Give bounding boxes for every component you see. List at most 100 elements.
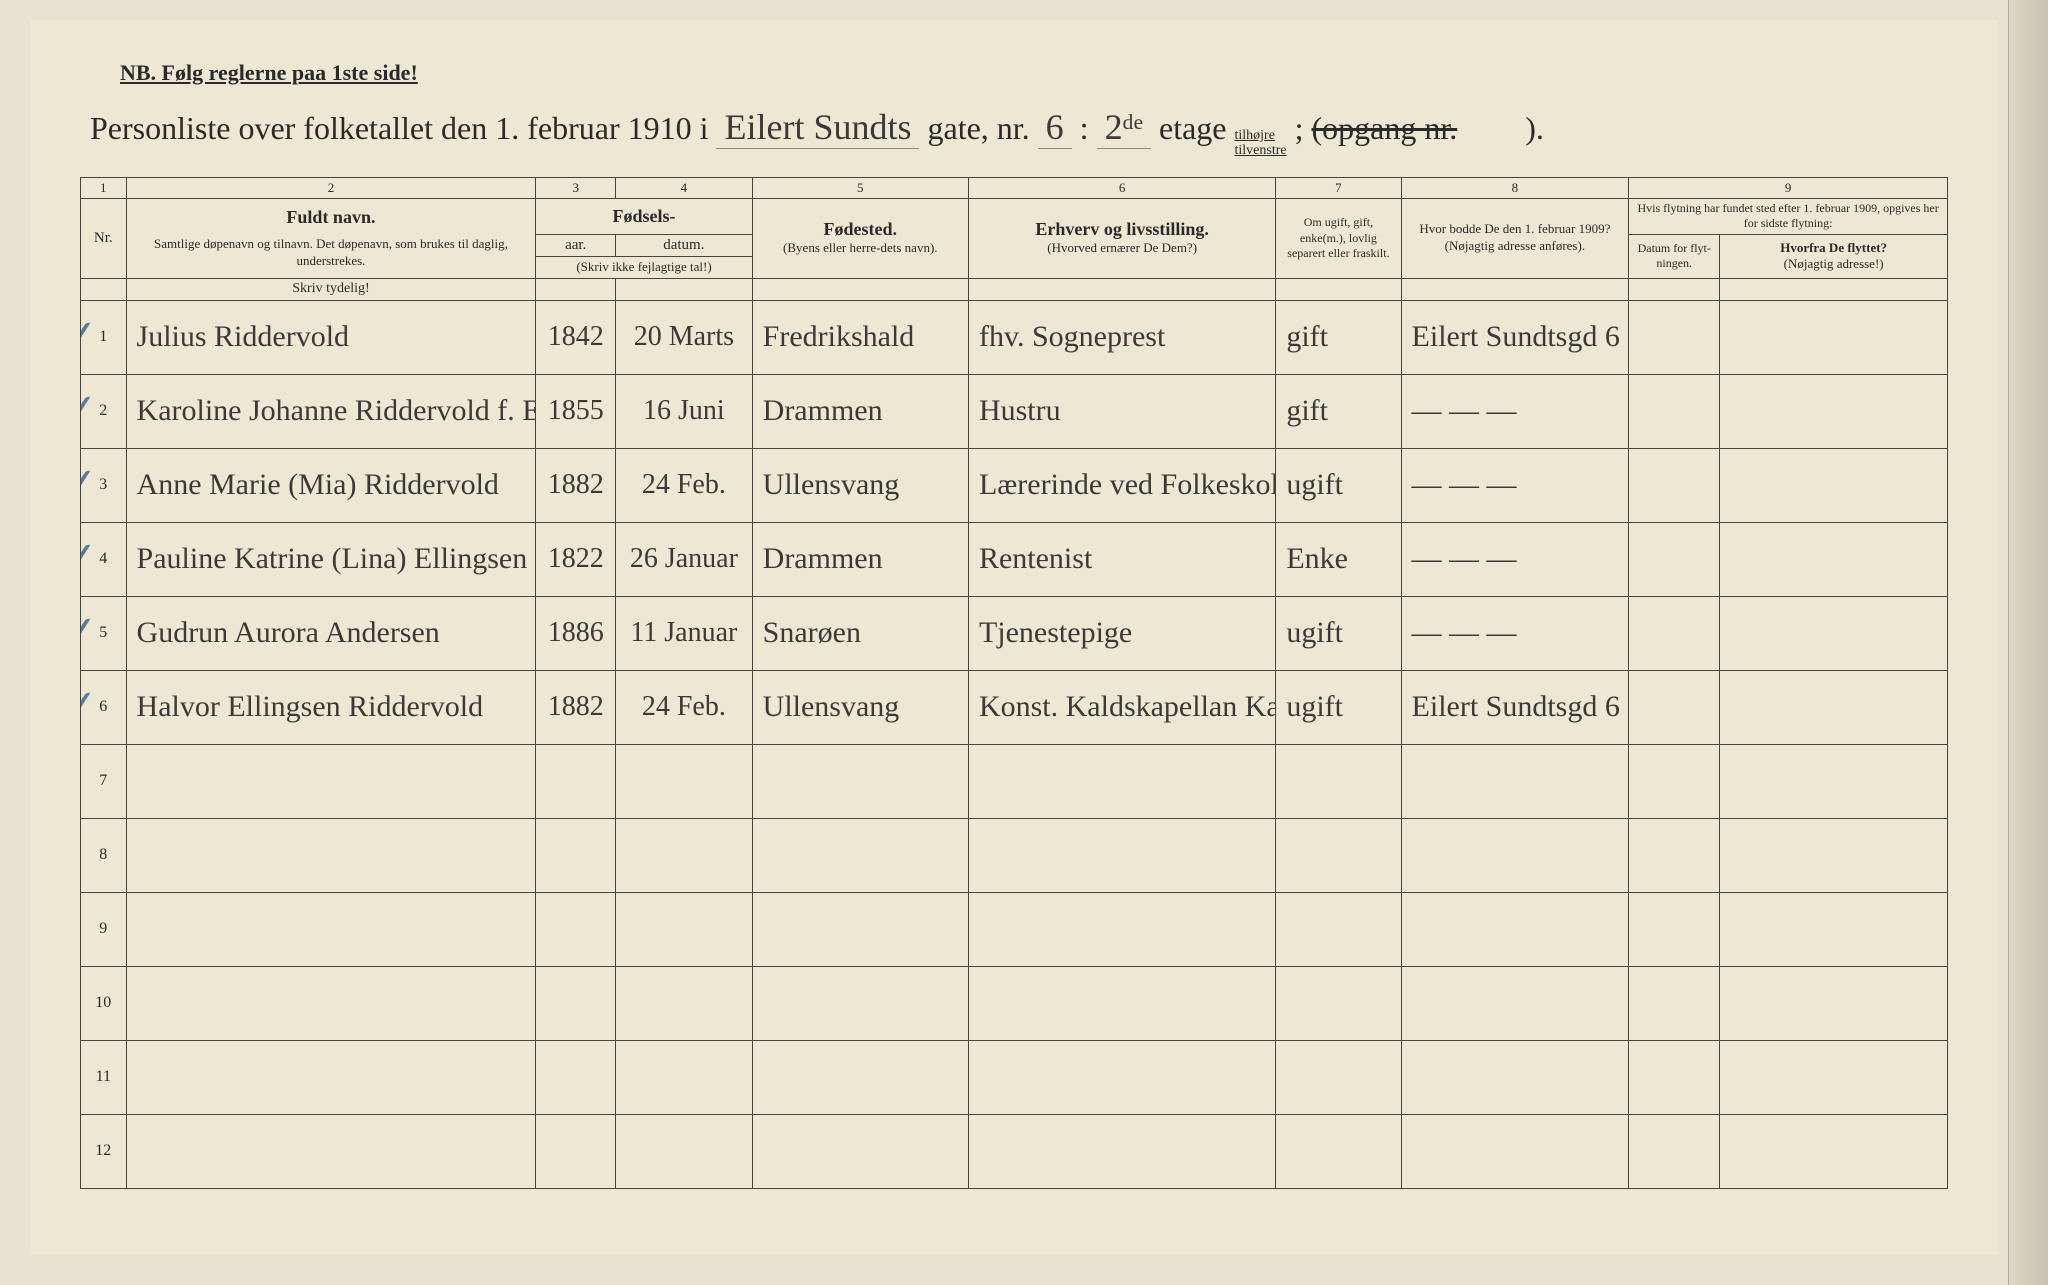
cell-place: [752, 1040, 968, 1114]
note-empty: [536, 278, 616, 300]
table-row: 11: [81, 1040, 1948, 1114]
cell-occupation: [968, 892, 1275, 966]
cell-date: [616, 966, 753, 1040]
header-birth-note: (Skriv ikke fejlagtige tal!): [536, 256, 752, 278]
cell-address: [1401, 744, 1629, 818]
cell-name: Halvor Ellingsen Riddervold: [126, 670, 536, 744]
census-form-page: NB. Følg reglerne paa 1ste side! Personl…: [30, 20, 1998, 1255]
row-number: 11: [81, 1040, 127, 1114]
row-number: 3✓: [81, 448, 127, 522]
header-name-sub: Samtlige døpenavn og tilnavn. Det døpena…: [131, 236, 532, 270]
table-row: 6✓Halvor Ellingsen Riddervold188224 Feb.…: [81, 670, 1948, 744]
table-body: Skriv tydelig!1✓Julius Riddervold184220 …: [81, 278, 1948, 1188]
cell-year: [536, 1040, 616, 1114]
cell-place: Ullensvang: [752, 448, 968, 522]
cell-move-from: [1720, 522, 1948, 596]
note-empty: [616, 278, 753, 300]
side-top: tilhøjre: [1235, 128, 1287, 143]
cell-name: Gudrun Aurora Andersen: [126, 596, 536, 670]
cell-address: Eilert Sundtsgd 6 ᴵ: [1401, 670, 1629, 744]
cell-name: [126, 1040, 536, 1114]
cell-marital: ugift: [1276, 670, 1401, 744]
header-name-main: Fuldt navn.: [131, 207, 532, 228]
cell-date: 26 Januar: [616, 522, 753, 596]
cell-move-date: [1629, 1040, 1720, 1114]
cell-move-from: [1720, 892, 1948, 966]
title-line: Personliste over folketallet den 1. febr…: [90, 106, 1948, 159]
header-move: Hvis flytning har fundet sted efter 1. f…: [1629, 198, 1948, 234]
colnum-2: 2: [126, 177, 536, 198]
cell-year: 1855: [536, 374, 616, 448]
colnum-5: 5: [752, 177, 968, 198]
cell-place: [752, 818, 968, 892]
cell-date: 16 Juni: [616, 374, 753, 448]
header-nr: Nr.: [81, 198, 127, 278]
row-number: 9: [81, 892, 127, 966]
cell-marital: ugift: [1276, 596, 1401, 670]
note-empty: [81, 278, 127, 300]
row-number: 8: [81, 818, 127, 892]
semicolon: ;: [1295, 110, 1304, 147]
cell-address: — — —: [1401, 596, 1629, 670]
cell-move-date: [1629, 818, 1720, 892]
note-empty: [752, 278, 968, 300]
row-number: 5✓: [81, 596, 127, 670]
note-empty: [968, 278, 1275, 300]
cell-address: Eilert Sundtsgd 6 ᴵᴵ: [1401, 300, 1629, 374]
cell-date: 24 Feb.: [616, 670, 753, 744]
cell-move-date: [1629, 596, 1720, 670]
cell-name: Julius Riddervold: [126, 300, 536, 374]
cell-move-from: [1720, 448, 1948, 522]
table-row: 8: [81, 818, 1948, 892]
street-name: Eilert Sundts: [716, 106, 919, 149]
checkmark-icon: ✓: [81, 383, 101, 436]
etage-label: etage: [1159, 110, 1227, 147]
cell-marital: [1276, 1114, 1401, 1188]
cell-name: [126, 818, 536, 892]
cell-address: — — —: [1401, 522, 1629, 596]
cell-name: [126, 892, 536, 966]
cell-marital: [1276, 744, 1401, 818]
row-number: 4✓: [81, 522, 127, 596]
colnum-6: 6: [968, 177, 1275, 198]
colnum-9: 9: [1629, 177, 1948, 198]
cell-year: 1822: [536, 522, 616, 596]
header-occupation: Erhverv og livsstilling. (Hvorved ernære…: [968, 198, 1275, 278]
cell-name: [126, 744, 536, 818]
cell-address: — — —: [1401, 448, 1629, 522]
header-year: aar.: [536, 234, 616, 256]
cell-year: [536, 1114, 616, 1188]
cell-place: Ullensvang: [752, 670, 968, 744]
cell-move-from: [1720, 818, 1948, 892]
header-place: Fødested. (Byens eller herre-dets navn).: [752, 198, 968, 278]
gate-label: gate, nr.: [927, 110, 1029, 147]
side-options: tilhøjre tilvenstre: [1235, 128, 1287, 159]
cell-name: [126, 1114, 536, 1188]
row-number: 10: [81, 966, 127, 1040]
colnum-7: 7: [1276, 177, 1401, 198]
cell-marital: gift: [1276, 300, 1401, 374]
title-prefix: Personliste over folketallet den 1. febr…: [90, 110, 708, 147]
cell-marital: [1276, 892, 1401, 966]
cell-move-date: [1629, 300, 1720, 374]
header-marital: Om ugift, gift, enke(m.), lovlig separer…: [1276, 198, 1401, 278]
cell-occupation: Lærerinde ved Folkeskolen: [968, 448, 1275, 522]
cell-year: [536, 966, 616, 1040]
cell-occupation: Konst. Kaldskapellan Kampens sk.: [968, 670, 1275, 744]
note-empty: [1276, 278, 1401, 300]
cell-year: 1842: [536, 300, 616, 374]
checkmark-icon: ✓: [81, 309, 101, 362]
cell-place: Drammen: [752, 374, 968, 448]
cell-move-from: [1720, 670, 1948, 744]
cell-move-from: [1720, 966, 1948, 1040]
row-number: 6✓: [81, 670, 127, 744]
row-number: 7: [81, 744, 127, 818]
cell-marital: Enke: [1276, 522, 1401, 596]
cell-name: [126, 966, 536, 1040]
cell-place: [752, 892, 968, 966]
cell-year: [536, 892, 616, 966]
cell-place: Fredrikshald: [752, 300, 968, 374]
cell-move-date: [1629, 448, 1720, 522]
cell-marital: [1276, 966, 1401, 1040]
cell-marital: gift: [1276, 374, 1401, 448]
